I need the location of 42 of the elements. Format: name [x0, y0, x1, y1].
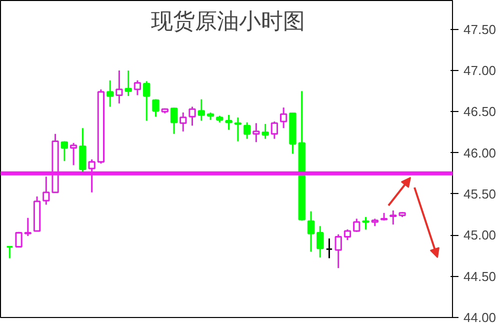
candlestick [88, 158, 96, 194]
candlestick [234, 116, 242, 142]
y-tick-label: 46.00 [464, 145, 496, 160]
candlestick [252, 122, 260, 143]
candlestick [262, 123, 269, 140]
candlestick [170, 106, 178, 135]
y-tick-label: 46.50 [464, 104, 496, 120]
y-tick-label: 45.00 [464, 228, 496, 243]
y-tick-label: 47.00 [464, 62, 496, 78]
candlestick [334, 234, 342, 269]
candlestick [225, 114, 232, 131]
candlestick [70, 142, 78, 166]
candlestick [270, 120, 278, 140]
candlestick [307, 210, 315, 252]
candlestick [326, 238, 333, 259]
candlestick [188, 106, 196, 126]
candlestick [116, 70, 123, 104]
candlestick [390, 210, 397, 226]
candlestick [280, 106, 288, 129]
candlestick [316, 225, 324, 258]
candlestick [344, 228, 352, 241]
candlestick [24, 217, 32, 237]
y-tick-label: 45.50 [464, 186, 496, 202]
y-tick-label: 44.00 [464, 310, 496, 323]
candlestick [79, 127, 86, 173]
candlestick [243, 122, 251, 140]
chart-title: 现货原油小时图 [151, 10, 305, 34]
y-tick-label: 47.50 [464, 22, 496, 37]
candlestick [353, 218, 360, 233]
candlestick [198, 98, 205, 122]
candlestick [134, 80, 142, 96]
candlestick [106, 80, 114, 108]
candlestick [143, 80, 150, 122]
candlestick [42, 176, 50, 206]
y-tick-label: 44.50 [464, 268, 496, 284]
candlestick [124, 70, 132, 97]
candlestick [15, 231, 22, 248]
candlestick [152, 98, 160, 118]
candlestick [60, 140, 68, 162]
candlestick [6, 246, 14, 259]
candlestick [180, 112, 187, 132]
candlestick [362, 216, 370, 230]
